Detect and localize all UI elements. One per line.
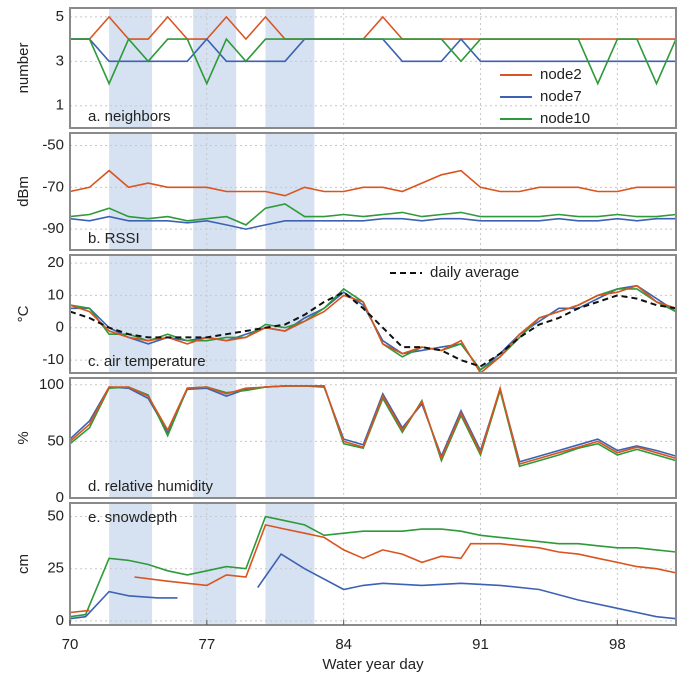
- shaded-span: [193, 503, 237, 625]
- panel-label: c. air temperature: [88, 353, 206, 370]
- shaded-span: [109, 255, 153, 373]
- x-axis-label: Water year day: [322, 656, 424, 673]
- y-tick-label: 50: [47, 432, 64, 449]
- y-tick-label: 50: [47, 508, 64, 525]
- panel-label: a. neighbors: [88, 108, 171, 125]
- shaded-span: [193, 378, 237, 498]
- x-tick-label: 77: [198, 636, 215, 653]
- y-axis-label: number: [15, 43, 32, 94]
- y-axis-label: °C: [15, 305, 32, 322]
- panel-frame: [69, 7, 677, 129]
- series-line: [69, 385, 677, 468]
- y-tick-label: 0: [56, 612, 64, 629]
- series-line: [69, 515, 677, 618]
- y-tick-label: -90: [42, 220, 64, 237]
- y-tick-label: 10: [47, 286, 64, 303]
- panel-frame: [69, 254, 677, 374]
- x-tick-label: 91: [472, 636, 489, 653]
- legend-label: daily average: [430, 264, 519, 281]
- series-line: [69, 291, 677, 368]
- y-tick-label: 3: [56, 52, 64, 69]
- y-tick-label: 25: [47, 560, 64, 577]
- y-tick-label: 100: [39, 376, 64, 393]
- shaded-span: [265, 378, 315, 498]
- series-line: [69, 215, 676, 230]
- y-axis-label: dBm: [15, 176, 32, 207]
- shaded-span: [193, 255, 237, 373]
- y-tick-label: -10: [42, 351, 64, 368]
- series-line: [69, 385, 677, 465]
- series-line: [70, 37, 676, 63]
- legend-label: node2: [540, 66, 582, 83]
- shaded-span: [265, 8, 315, 128]
- legend-label: node7: [540, 88, 582, 105]
- y-tick-label: -70: [42, 178, 64, 195]
- panel-label: e. snowdepth: [88, 509, 177, 526]
- series-line: [69, 169, 676, 197]
- y-tick-label: 0: [56, 319, 64, 336]
- x-tick-label: 98: [609, 636, 626, 653]
- x-tick-label: 84: [335, 636, 352, 653]
- series-line: [70, 37, 677, 86]
- series-line: [69, 203, 677, 226]
- panel-label: d. relative humidity: [88, 478, 214, 495]
- panel-frame: [69, 132, 677, 251]
- shaded-span: [265, 133, 315, 250]
- series-line: [69, 385, 677, 463]
- legend-label: node10: [540, 110, 590, 127]
- y-axis-label: cm: [15, 554, 32, 574]
- series-line: [69, 284, 677, 375]
- series-line: [69, 553, 677, 620]
- x-tick-label: 70: [62, 636, 79, 653]
- series-line: [69, 523, 677, 614]
- y-tick-label: 20: [47, 254, 64, 271]
- series-line: [70, 15, 676, 41]
- shaded-span: [109, 133, 153, 250]
- shaded-span: [109, 378, 153, 498]
- panel-label: b. RSSI: [88, 230, 140, 247]
- y-tick-label: -50: [42, 137, 64, 154]
- y-tick-label: 5: [56, 8, 64, 25]
- y-tick-label: 0: [56, 489, 64, 506]
- panel-frame: [69, 377, 677, 499]
- y-axis-label: %: [15, 431, 32, 444]
- panel-frame: [69, 502, 677, 626]
- y-tick-label: 1: [56, 97, 64, 114]
